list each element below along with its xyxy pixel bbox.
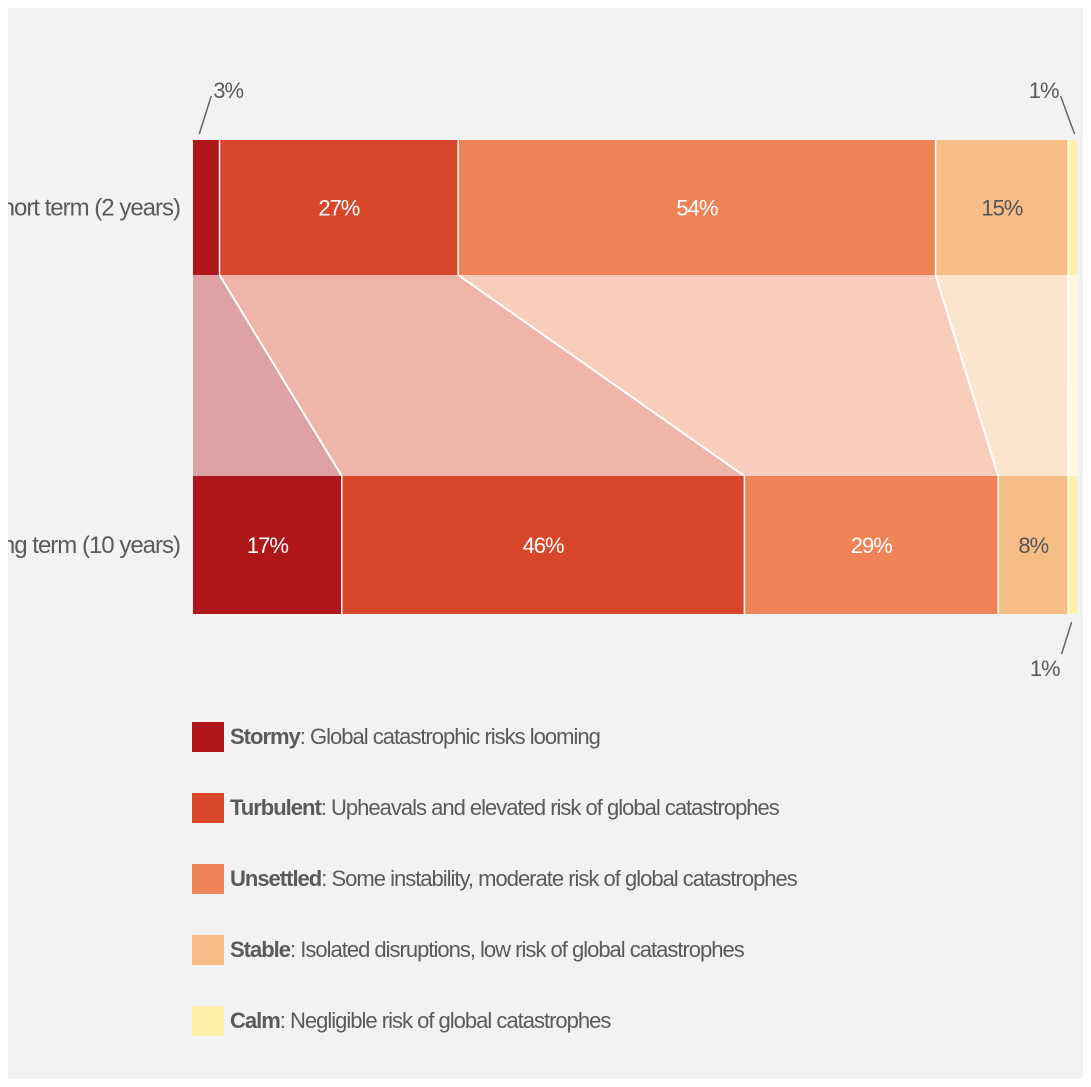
band-calm xyxy=(1068,275,1077,476)
legend-description: Global catastrophic risks looming xyxy=(310,724,600,749)
category-labels: Short term (2 years) Long term (10 years) xyxy=(8,195,181,560)
legend-item-calm: Calm: Negligible risk of global catastro… xyxy=(192,1006,612,1036)
bar-segments xyxy=(193,140,1077,614)
legend-swatch xyxy=(192,864,224,894)
data-label: 8% xyxy=(1018,533,1048,558)
callout-label: 1% xyxy=(1030,656,1060,681)
legend-text: Turbulent: Upheavals and elevated risk o… xyxy=(230,795,780,820)
callout-line xyxy=(1059,95,1076,135)
chart-panel: 27% 54% 15% 17% 46% 29% 8% Short term (2 years… xyxy=(8,8,1083,1079)
callout-line xyxy=(1060,621,1073,655)
data-label: 54% xyxy=(676,196,717,221)
legend-colon: : xyxy=(290,937,300,962)
callout-label: 1% xyxy=(1029,78,1059,103)
legend-description: Negligible risk of global catastrophes xyxy=(290,1008,611,1033)
bar-segment-turbulent-long-term xyxy=(341,476,745,614)
legend-text: Stable: Isolated disruptions, low risk o… xyxy=(230,937,745,962)
band-turbulent xyxy=(219,275,745,476)
band-divider xyxy=(457,274,745,477)
legend-swatch xyxy=(192,793,224,823)
legend-description: Isolated disruptions, low risk of global… xyxy=(300,937,744,962)
legend-text: Stormy: Global catastrophic risks loomin… xyxy=(230,724,600,749)
legend-description: Some instability, moderate risk of globa… xyxy=(331,866,797,891)
legend-item-stormy: Stormy: Global catastrophic risks loomin… xyxy=(192,722,601,752)
legend-colon: : xyxy=(280,1008,290,1033)
stacked-bar-chart: 27% 54% 15% 17% 46% 29% 8% Short term (2 years… xyxy=(8,78,1077,1036)
legend-text: Unsettled: Some instability, moderate ri… xyxy=(230,866,798,891)
bar-segment-calm-short-term xyxy=(1068,140,1077,275)
bar-segment-stable-short-term xyxy=(935,140,1069,275)
legend-item-stable: Stable: Isolated disruptions, low risk o… xyxy=(192,935,746,965)
bar-segment-turbulent-short-term xyxy=(219,140,459,275)
bar-segment-unsettled-long-term xyxy=(744,476,999,614)
band-stormy xyxy=(193,275,342,476)
category-label: Long term (10 years) xyxy=(8,532,180,559)
legend-colon: : xyxy=(300,724,310,749)
legend-item-turbulent: Turbulent: Upheavals and elevated risk o… xyxy=(192,793,781,823)
bar-segment-calm-long-term xyxy=(1068,476,1077,614)
bar-segment-unsettled-short-term xyxy=(458,140,936,275)
legend-name: Stormy xyxy=(230,724,302,749)
legend: Stormy: Global catastrophic risks loomin… xyxy=(192,722,799,1036)
legend-swatch xyxy=(192,1006,224,1036)
data-label: 27% xyxy=(318,196,359,221)
data-label: 15% xyxy=(981,196,1022,221)
data-label: 17% xyxy=(247,533,288,558)
band-divider xyxy=(218,274,343,477)
legend-description: Upheavals and elevated risk of global ca… xyxy=(331,795,780,820)
legend-name: Unsettled xyxy=(230,866,321,891)
legend-text: Calm: Negligible risk of global catastro… xyxy=(230,1008,611,1033)
data-label: 46% xyxy=(523,533,564,558)
legend-name: Stable xyxy=(230,937,291,962)
callouts: 3% 1% 1% xyxy=(198,78,1076,681)
bar-segment-stable-long-term xyxy=(998,476,1069,614)
legend-name: Calm xyxy=(230,1008,280,1033)
legend-name: Turbulent xyxy=(230,795,322,820)
bar-segment-stormy-long-term xyxy=(193,476,342,614)
band-unsettled xyxy=(458,275,999,476)
data-label: 29% xyxy=(851,533,892,558)
legend-swatch xyxy=(192,722,224,752)
legend-swatch xyxy=(192,935,224,965)
legend-item-unsettled: Unsettled: Some instability, moderate ri… xyxy=(192,864,799,894)
transition-bands xyxy=(193,274,1077,477)
callout-line xyxy=(198,95,212,135)
legend-colon: : xyxy=(321,795,331,820)
band-stable xyxy=(935,275,1069,476)
category-label: Short term (2 years) xyxy=(8,195,180,222)
segment-labels: 27% 54% 15% 17% 46% 29% 8% xyxy=(247,196,1050,559)
band-divider xyxy=(934,274,1000,477)
bar-segment-stormy-short-term xyxy=(193,140,220,275)
legend-colon: : xyxy=(321,866,331,891)
callout-label: 3% xyxy=(213,78,243,103)
